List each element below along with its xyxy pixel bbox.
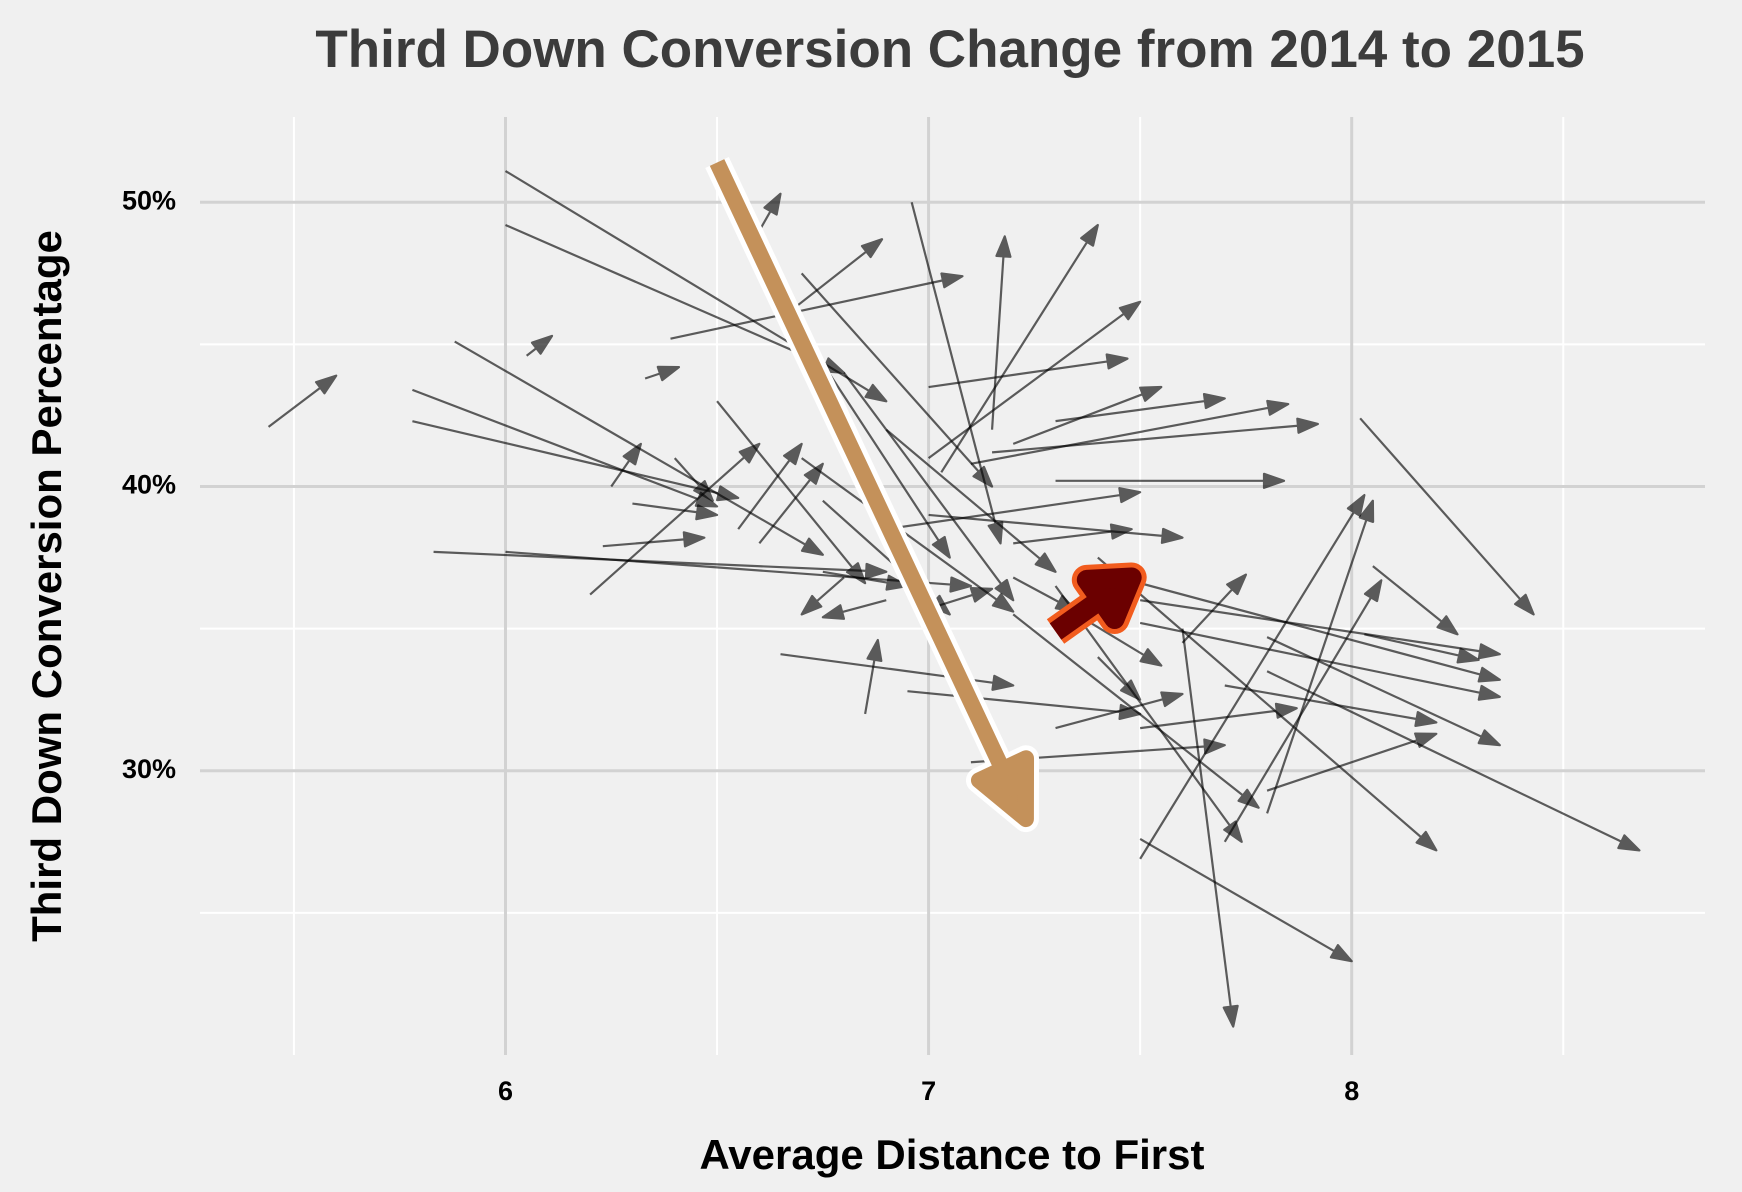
arrow [907,690,1142,721]
arrow [1097,556,1438,852]
arrow [864,638,883,715]
y-tick-label: 30% [122,754,176,784]
arrow [673,457,714,502]
arrow [885,428,1057,573]
y-tick-label: 40% [122,470,176,500]
arrow [1012,613,1260,809]
arrow [1266,732,1438,792]
arrow [1266,636,1501,747]
arrow [1097,570,1501,683]
arrow [1139,838,1353,963]
arrow [505,550,973,593]
x-tick-label: 8 [1344,1076,1359,1106]
arrow [1139,599,1501,660]
arrow [821,599,887,620]
arrow [1055,691,1184,730]
arrow [589,442,761,596]
arrow [267,374,338,428]
arrow [632,502,719,521]
arrow [1372,565,1459,636]
x-tick-label: 7 [921,1076,936,1106]
arrow [1224,684,1438,727]
chart-title: Third Down Conversion Change from 2014 t… [315,20,1584,79]
arrow [800,272,994,488]
arrow [644,365,681,382]
arrow [1364,633,1480,664]
highlight-arrow [709,159,1035,828]
arrow [454,340,824,556]
arrow [990,235,1012,430]
arrow [1097,656,1142,701]
arrow [940,223,1099,473]
arrow [602,531,706,548]
arrow [670,272,964,340]
highlight-arrow [1049,567,1142,640]
arrow [886,487,1142,531]
arrow [1181,628,1239,1028]
arrow [1055,472,1286,489]
x-tick-label: 6 [498,1076,513,1106]
arrow [822,570,909,591]
arrow [800,576,845,616]
arrow [737,442,803,530]
arrow [1266,499,1375,814]
arrow [1266,670,1641,852]
arrow [928,353,1129,389]
y-axis-label: Third Down Conversion Percentage [23,230,70,942]
arrow [1181,573,1248,644]
arrow [758,462,824,545]
arrow [1013,523,1133,545]
arrow [991,417,1319,454]
arrow [610,442,642,488]
arrow [970,399,1290,465]
arrow [525,334,554,357]
x-axis-label: Average Distance to First [700,1131,1205,1178]
y-tick-label: 50% [122,185,176,215]
arrow [927,300,1142,459]
arrow [1359,417,1535,616]
arrow [843,372,1015,602]
arrow [1140,702,1298,730]
arrow [1055,393,1226,423]
